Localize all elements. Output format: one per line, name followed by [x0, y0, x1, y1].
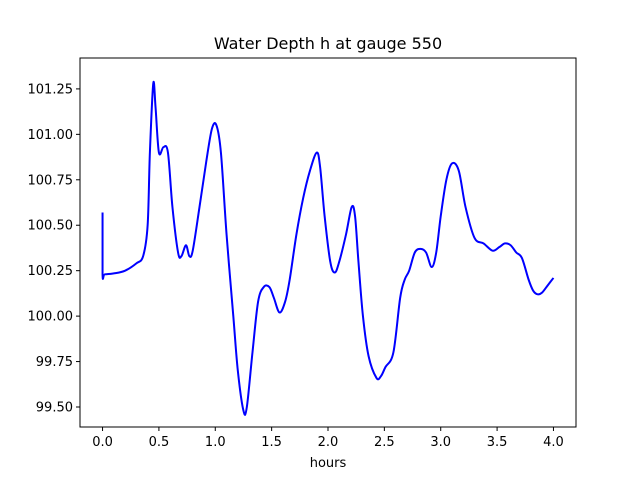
x-tick-label: 0.5: [149, 435, 170, 450]
y-tick-label: 101.00: [28, 128, 74, 143]
x-axis-label: hours: [310, 456, 347, 471]
x-tick-label: 2.5: [374, 435, 395, 450]
x-tick-label: 2.0: [318, 435, 339, 450]
x-tick-label: 1.5: [261, 435, 282, 450]
series-line: [101, 80, 555, 416]
y-tick-label: 100.75: [28, 173, 74, 188]
y-tick-label: 99.50: [36, 401, 73, 416]
x-axis: 0.0 0.5 1.0 1.5 2.0 2.5 3.0 3.5 4.0: [92, 427, 564, 450]
x-tick-label: 3.5: [487, 435, 508, 450]
y-tick-label: 99.75: [36, 355, 73, 370]
y-tick-label: 101.25: [28, 82, 74, 97]
y-tick-label: 100.00: [28, 310, 74, 325]
x-tick-label: 3.0: [430, 435, 451, 450]
y-tick-label: 100.25: [28, 264, 74, 279]
series-layer: [101, 80, 555, 416]
y-tick-label: 100.50: [28, 219, 74, 234]
chart-title: Water Depth h at gauge 550: [214, 34, 442, 53]
y-axis: 99.50 99.75 100.00 100.25 100.50 100.75 101.00…: [28, 82, 80, 416]
x-tick-label: 0.0: [92, 435, 113, 450]
x-tick-label: 4.0: [543, 435, 564, 450]
x-tick-label: 1.0: [205, 435, 226, 450]
